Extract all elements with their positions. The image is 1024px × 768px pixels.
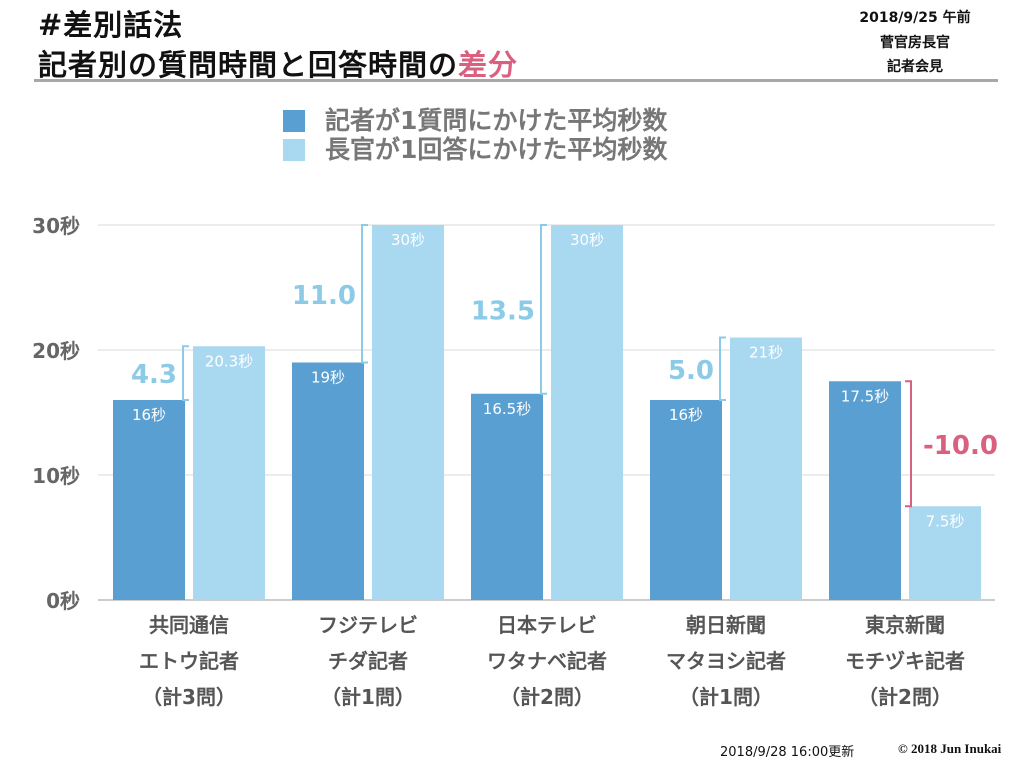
y-tick-label: 20秒 bbox=[32, 339, 80, 363]
bar-value-label: 30秒 bbox=[570, 231, 604, 249]
title-accent: 差分 bbox=[458, 48, 519, 82]
meta-date: 2018/9/25 午前 bbox=[859, 10, 971, 26]
legend: 記者が1質問にかけた平均秒数 長官が1回答にかけた平均秒数 bbox=[283, 106, 667, 164]
bar-value-label: 7.5秒 bbox=[926, 512, 965, 530]
y-tick-label: 30秒 bbox=[32, 214, 80, 238]
bar-reporter bbox=[292, 362, 364, 600]
y-tick-label: 0秒 bbox=[46, 589, 80, 613]
hashtag-title: #差別話法 bbox=[38, 8, 184, 42]
category-label: （計2問） bbox=[500, 685, 594, 709]
bar-reporter bbox=[471, 393, 543, 600]
bar-value-label: 21秒 bbox=[749, 344, 783, 362]
difference-bracket bbox=[905, 380, 912, 508]
category-label: 朝日新聞 bbox=[686, 613, 766, 637]
category-label: （計2問） bbox=[858, 685, 952, 709]
copyright: © 2018 Jun Inukai bbox=[898, 741, 1002, 756]
difference-label: 13.5 bbox=[471, 296, 535, 326]
chart-title: 記者別の質問時間と回答時間の差分 bbox=[38, 42, 518, 84]
category-label: モチヅキ記者 bbox=[845, 649, 965, 673]
title-divider bbox=[34, 79, 998, 82]
difference-bracket bbox=[719, 336, 726, 401]
legend-label: 記者が1質問にかけた平均秒数 bbox=[325, 106, 668, 135]
legend-swatch bbox=[283, 138, 305, 161]
bar-secretary bbox=[909, 506, 981, 600]
category-label: 東京新聞 bbox=[865, 613, 945, 637]
category-label: （計1問） bbox=[679, 685, 773, 709]
bar-value-label: 19秒 bbox=[311, 369, 345, 387]
bar-value-label: 16.5秒 bbox=[483, 400, 531, 418]
legend-item-reporter: 記者が1質問にかけた平均秒数 bbox=[283, 106, 667, 135]
difference-bracket bbox=[361, 224, 368, 364]
bar-value-label: 20.3秒 bbox=[205, 352, 253, 370]
category-label: マタヨシ記者 bbox=[666, 649, 786, 673]
bar-secretary bbox=[193, 346, 265, 600]
bar-reporter bbox=[829, 381, 901, 600]
bar-reporter bbox=[650, 400, 722, 600]
category-label: 日本テレビ bbox=[497, 613, 597, 637]
category-label: チダ記者 bbox=[328, 649, 408, 673]
category-label: フジテレビ bbox=[318, 613, 418, 637]
legend-item-secretary: 長官が1回答にかけた平均秒数 bbox=[283, 135, 667, 164]
bar-value-label: 16秒 bbox=[132, 406, 166, 424]
bar-reporter bbox=[113, 400, 185, 600]
meta-event: 記者会見 bbox=[887, 59, 943, 75]
bar-value-label: 16秒 bbox=[669, 406, 703, 424]
updated-timestamp: 2018/9/28 16:00更新 bbox=[720, 745, 855, 760]
difference-label: 5.0 bbox=[668, 356, 714, 386]
difference-bracket bbox=[540, 224, 547, 395]
bar-secretary bbox=[551, 225, 623, 600]
difference-bracket bbox=[182, 345, 189, 401]
category-label: 共同通信 bbox=[149, 613, 229, 637]
meta-person: 菅官房長官 bbox=[880, 34, 950, 51]
bar-value-label: 30秒 bbox=[391, 231, 425, 249]
difference-label: 4.3 bbox=[131, 360, 177, 390]
title-main: 記者別の質問時間と回答時間の bbox=[38, 48, 459, 82]
category-label: ワタナベ記者 bbox=[487, 649, 607, 673]
category-label: （計1問） bbox=[321, 685, 415, 709]
difference-label: -10.0 bbox=[923, 431, 998, 461]
difference-label: 11.0 bbox=[292, 281, 356, 311]
legend-swatch bbox=[283, 109, 305, 132]
bar-secretary bbox=[372, 225, 444, 600]
meta-info: 2018/9/25 午前 菅官房長官 記者会見 bbox=[840, 6, 990, 80]
bar-secretary bbox=[730, 337, 802, 600]
y-tick-label: 10秒 bbox=[32, 464, 80, 488]
category-label: （計3問） bbox=[142, 685, 236, 709]
category-label: エトウ記者 bbox=[139, 649, 239, 673]
legend-label: 長官が1回答にかけた平均秒数 bbox=[325, 135, 668, 164]
bar-value-label: 17.5秒 bbox=[841, 387, 889, 405]
